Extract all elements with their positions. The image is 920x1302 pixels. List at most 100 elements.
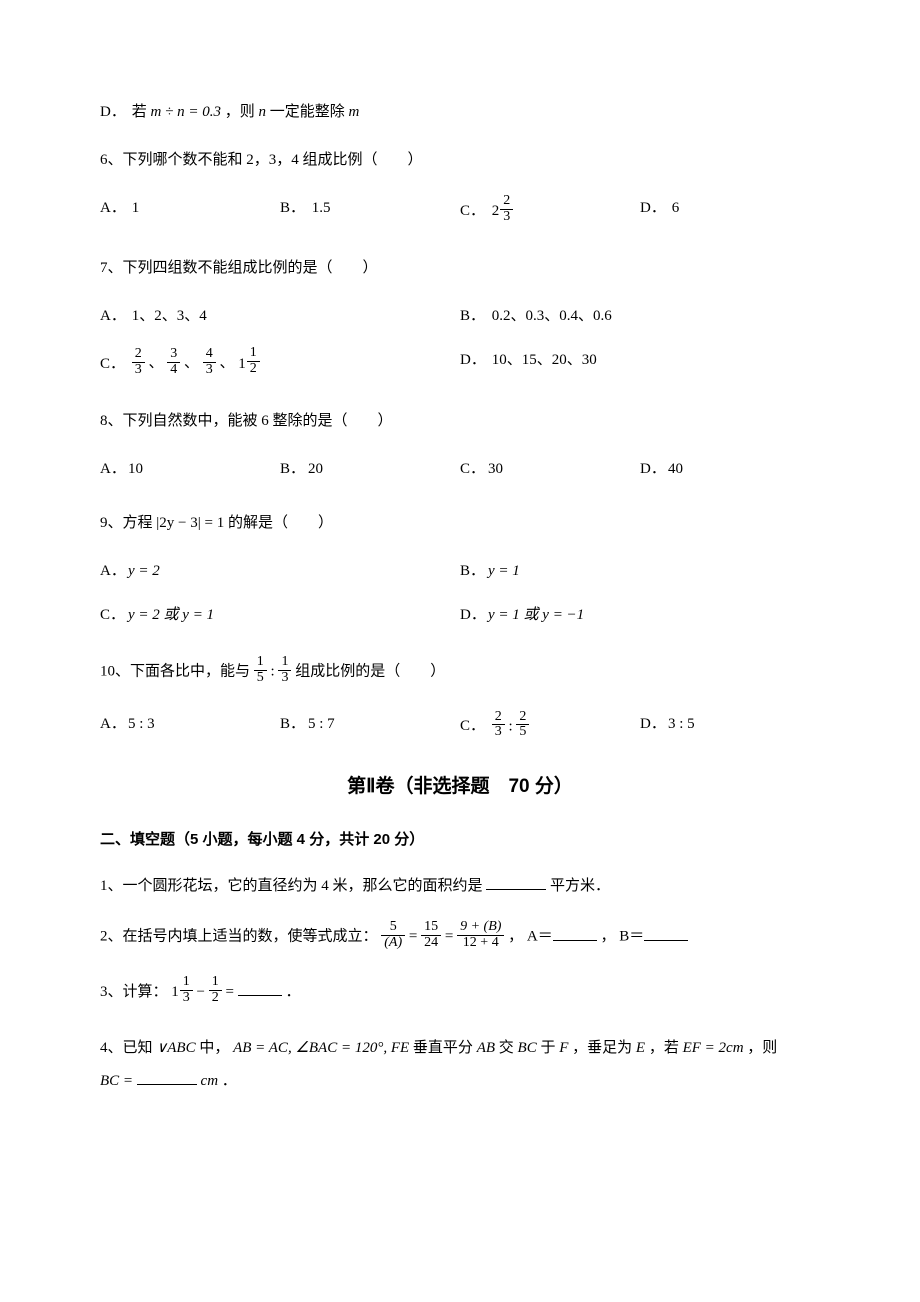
text: 3、计算： bbox=[100, 984, 168, 1000]
fraction: 2 3 bbox=[500, 194, 513, 224]
text: 10、下面各比中，能与 bbox=[100, 664, 250, 680]
text: 中， bbox=[199, 1040, 229, 1056]
option-value: y = 1 bbox=[488, 563, 520, 579]
var-n: n bbox=[258, 104, 266, 120]
math-expr: |2y − 3| = 1 bbox=[156, 515, 224, 531]
text: ，若 bbox=[649, 1040, 683, 1056]
section2-title: 第Ⅱ卷（非选择题 70 分） bbox=[100, 772, 820, 802]
denominator: 3 bbox=[500, 209, 513, 225]
option-value: y = 2 或 y = 1 bbox=[128, 607, 214, 623]
text: 一定能整除 bbox=[270, 104, 349, 120]
blank bbox=[553, 926, 597, 941]
fill-q4: 4、已知 ∨ABC 中， AB = AC, ∠BAC = 120°, FE 垂直… bbox=[100, 1032, 820, 1098]
text: 2、在括号内填上适当的数，使等式成立： bbox=[100, 929, 378, 945]
math-expr: EF = 2cm bbox=[683, 1040, 744, 1056]
text: ，垂足为 bbox=[572, 1040, 636, 1056]
fraction: 5(A) bbox=[381, 920, 405, 950]
text: ． bbox=[222, 1073, 237, 1089]
option-label: A． bbox=[100, 457, 128, 481]
fraction: 15 bbox=[254, 655, 267, 685]
option-label: A． bbox=[100, 559, 128, 583]
q8-a: A．10 bbox=[100, 457, 280, 481]
option-value: 5 : 7 bbox=[308, 716, 335, 732]
q7-c: C． 23 、 34 、 43 、 1 12 bbox=[100, 348, 460, 379]
option-value: 40 bbox=[668, 461, 683, 477]
q9-d: D．y = 1 或 y = −1 bbox=[460, 603, 820, 627]
q8-d: D．40 bbox=[640, 457, 820, 481]
q6-d: D． 6 bbox=[640, 196, 820, 226]
text: 4、已知 bbox=[100, 1040, 153, 1056]
option-label: D． bbox=[640, 712, 668, 736]
option-value: y = 1 或 y = −1 bbox=[488, 607, 584, 623]
option-value: 10 bbox=[128, 461, 143, 477]
mixed-fraction: 1 12 bbox=[238, 348, 260, 378]
q6-stem: 6、下列哪个数不能和 2，3，4 组成比例（ ） bbox=[100, 148, 820, 172]
q9-c: C．y = 2 或 y = 1 bbox=[100, 603, 460, 627]
option-label: C． bbox=[100, 603, 128, 627]
math-expr: BC = bbox=[100, 1073, 137, 1089]
q9-a: A．y = 2 bbox=[100, 559, 460, 583]
option-value: 1、2、3、4 bbox=[132, 308, 207, 324]
blank bbox=[137, 1070, 197, 1085]
q7-a: A． 1、2、3、4 bbox=[100, 304, 460, 328]
q10-options: A．5 : 3 B．5 : 7 C． 23 : 25 D．3 : 5 bbox=[100, 712, 820, 742]
numerator: 2 bbox=[500, 194, 513, 209]
option-label: C． bbox=[460, 199, 488, 223]
q8-stem: 8、下列自然数中，能被 6 整除的是（ ） bbox=[100, 409, 820, 433]
math-expr: ∨ABC bbox=[156, 1040, 195, 1056]
text: ，则 bbox=[747, 1040, 777, 1056]
option-label: D． bbox=[640, 457, 668, 481]
eq: = bbox=[409, 929, 421, 945]
q9-b: B．y = 1 bbox=[460, 559, 820, 583]
text: 1、一个圆形花坛，它的直径约为 4 米，那么它的面积约是 bbox=[100, 878, 483, 894]
option-value: 5 : 3 bbox=[128, 716, 155, 732]
option-label: D． bbox=[640, 196, 668, 220]
option-label: D． bbox=[460, 348, 488, 372]
option-value: 3 : 5 bbox=[668, 716, 695, 732]
option-value: 20 bbox=[308, 461, 323, 477]
fill-heading: 二、填空题（5 小题，每小题 4 分，共计 20 分） bbox=[100, 828, 820, 852]
option-label: B． bbox=[280, 457, 308, 481]
unit: cm bbox=[201, 1073, 219, 1089]
fraction: 12 bbox=[209, 975, 222, 1005]
q10-a: A．5 : 3 bbox=[100, 712, 280, 742]
q10-stem: 10、下面各比中，能与 15 : 13 组成比例的是（ ） bbox=[100, 657, 820, 687]
math-expr: m ÷ n = 0.3 bbox=[151, 104, 221, 120]
sep: 、 bbox=[149, 356, 164, 372]
text: 组成比例的是（ ） bbox=[295, 664, 445, 680]
mixed-fraction: 2 2 3 bbox=[492, 196, 514, 226]
colon: : bbox=[509, 718, 517, 734]
text: 若 bbox=[132, 104, 151, 120]
mixed-fraction: 1 13 bbox=[171, 977, 193, 1007]
option-value: y = 2 bbox=[128, 563, 160, 579]
text: ，则 bbox=[225, 104, 259, 120]
text: 平方米． bbox=[550, 878, 610, 894]
text: 于 bbox=[540, 1040, 559, 1056]
option-value: 0.2、0.3、0.4、0.6 bbox=[492, 308, 612, 324]
q7-stem: 7、下列四组数不能组成比例的是（ ） bbox=[100, 256, 820, 280]
text: ， A＝ bbox=[508, 929, 553, 945]
eq: = bbox=[445, 929, 457, 945]
q7-row2: C． 23 、 34 、 43 、 1 12 D． 10、15、20、30 bbox=[100, 348, 820, 379]
colon: : bbox=[271, 664, 279, 680]
option-label: D． bbox=[460, 603, 488, 627]
q6-c: C． 2 2 3 bbox=[460, 196, 640, 226]
whole: 1 bbox=[171, 980, 180, 1004]
whole: 1 bbox=[238, 352, 247, 376]
math-expr: E bbox=[636, 1040, 645, 1056]
blank bbox=[238, 981, 282, 996]
q5-option-d: D． 若 m ÷ n = 0.3 ，则 n 一定能整除 m bbox=[100, 100, 820, 124]
text: 垂直平分 bbox=[413, 1040, 477, 1056]
option-label: A． bbox=[100, 304, 128, 328]
fraction: 12 bbox=[247, 346, 260, 376]
q9-row1: A．y = 2 B．y = 1 bbox=[100, 559, 820, 583]
math-expr: AB = AC, ∠BAC = 120°, FE bbox=[233, 1040, 409, 1056]
fraction: 23 bbox=[132, 347, 145, 377]
fraction: 13 bbox=[180, 975, 193, 1005]
eq: = bbox=[225, 984, 237, 1000]
fraction: 23 bbox=[492, 710, 505, 740]
q10-c: C． 23 : 25 bbox=[460, 712, 640, 742]
fraction: 1524 bbox=[421, 920, 441, 950]
option-value: 1 bbox=[132, 200, 140, 216]
fraction: 34 bbox=[167, 347, 180, 377]
